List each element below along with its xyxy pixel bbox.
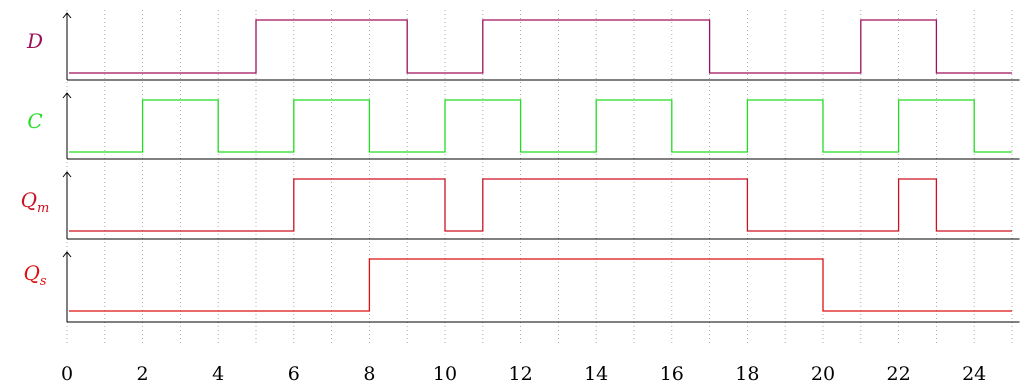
signal-row-C: C [27,92,1020,160]
axis-arrow-Qm [62,171,72,178]
tick-label-12: 12 [509,363,533,383]
signal-label-C: C [27,109,42,133]
signal-row-D: D [26,12,1020,81]
waveform-C [69,99,1012,153]
signal-row-Qs: Qs [23,251,1020,323]
tick-label-24: 24 [962,363,986,383]
signal-subscript-Qm: m [37,201,49,216]
tick-label-4: 4 [212,363,224,383]
waveform-Qm [69,178,1012,232]
signal-label-Qm: Qm [21,188,50,216]
tick-label-16: 16 [660,363,684,383]
tick-label-2: 2 [137,363,149,383]
axis-arrow-Qs [62,251,72,258]
tick-label-10: 10 [433,363,457,383]
axis-arrow-C [62,92,72,99]
signal-rows: D C Qm Qs [21,12,1020,323]
signal-row-Qm: Qm [21,171,1020,240]
signal-label-Qs: Qs [23,261,46,289]
waveform-D [69,19,1012,74]
grid-lines [66,10,1013,345]
signal-subscript-Qs: s [40,274,47,289]
tick-label-8: 8 [363,363,375,383]
signal-label-D: D [26,29,43,53]
waveform-Qs [69,258,1012,312]
tick-label-22: 22 [887,363,911,383]
tick-label-20: 20 [811,363,835,383]
tick-label-14: 14 [584,363,608,383]
x-axis-ticks: 0 2 4 6 8 10 12 14 16 18 20 22 24 [61,363,986,383]
tick-label-6: 6 [288,363,300,383]
axis-arrow-D [62,12,72,19]
tick-label-18: 18 [735,363,759,383]
tick-label-0: 0 [61,363,73,383]
